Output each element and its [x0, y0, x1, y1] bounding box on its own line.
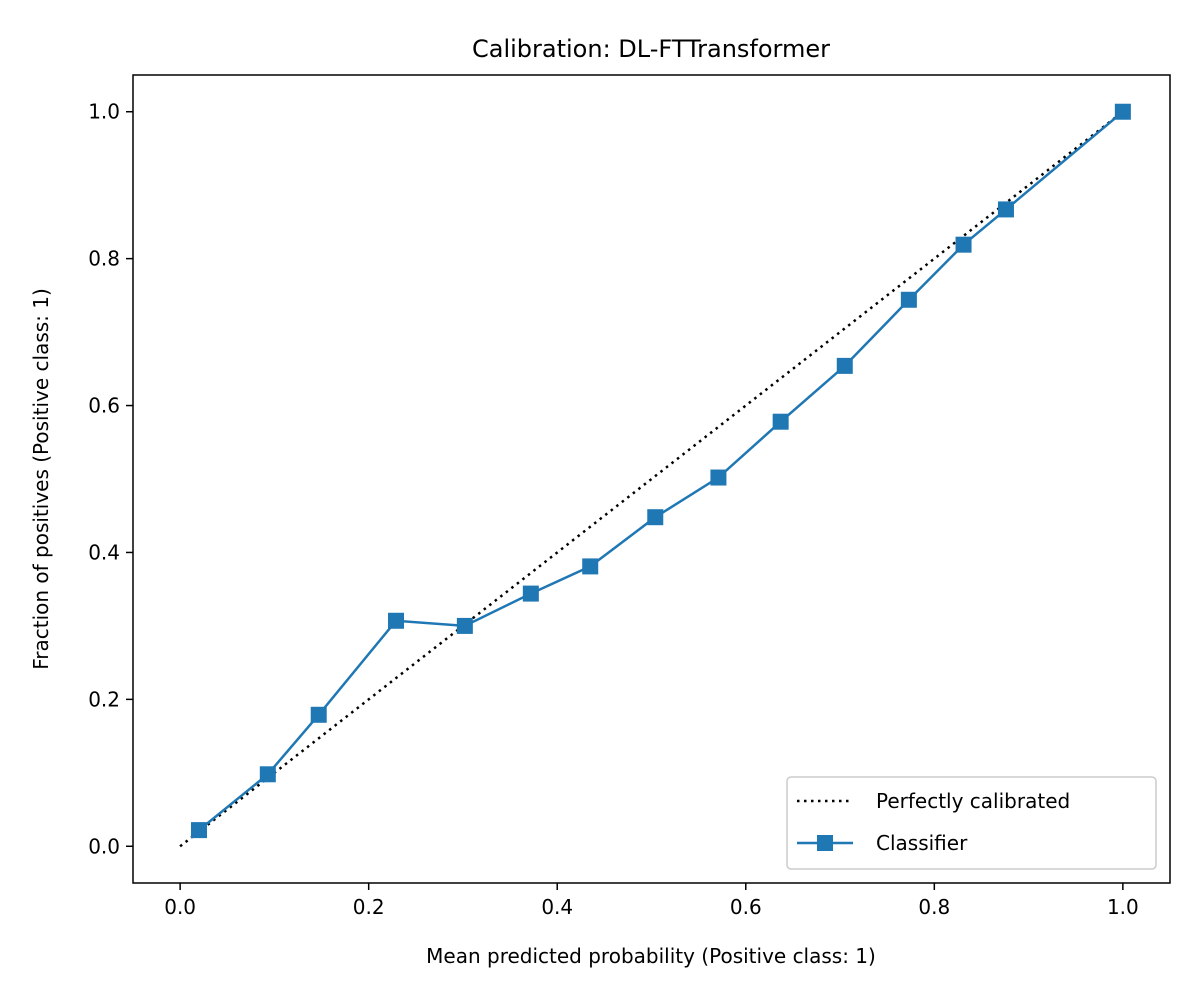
y-tick-label: 0.6: [88, 394, 120, 418]
y-tick-label: 0.2: [88, 687, 120, 711]
classifier-point: [456, 617, 473, 634]
x-tick-label: 1.0: [1107, 895, 1139, 919]
legend-entry-perfect: Perfectly calibrated: [876, 789, 1070, 813]
y-tick-label: 1.0: [88, 100, 120, 124]
classifier-point: [997, 201, 1014, 218]
legend: Perfectly calibrated Classifier: [786, 776, 1157, 870]
y-tick-label: 0.8: [88, 247, 120, 271]
classifier-point: [310, 706, 327, 723]
classifier-point: [647, 509, 664, 526]
y-tick-label: 0.4: [88, 540, 120, 564]
plot-area: [179, 103, 1131, 848]
classifier-point: [710, 469, 727, 486]
x-axis-label: Mean predicted probability (Positive cla…: [426, 944, 876, 968]
classifier-point: [772, 413, 789, 430]
classifier-point: [582, 558, 599, 575]
legend-classifier-marker-icon: [817, 835, 833, 851]
plot-frame: [132, 74, 1171, 884]
x-tick-label: 0.6: [730, 895, 762, 919]
x-tick-label: 0.4: [541, 895, 573, 919]
perfectly-calibrated-line: [179, 110, 1124, 848]
x-tick-label: 0.0: [164, 895, 196, 919]
classifier-point: [1114, 103, 1131, 120]
classifier-point: [900, 291, 917, 308]
x-tick-label: 0.8: [918, 895, 950, 919]
classifier-point: [522, 585, 539, 602]
legend-box: [786, 776, 1157, 870]
classifier-point: [259, 766, 276, 783]
classifier-point: [190, 822, 207, 839]
legend-entry-classifier: Classifier: [876, 831, 968, 855]
y-axis: 0.0 0.2 0.4 0.6 0.8 1.0: [88, 100, 133, 858]
x-tick-label: 0.2: [353, 895, 385, 919]
classifier-point: [836, 357, 853, 374]
y-axis-label: Fraction of positives (Positive class: 1…: [29, 288, 53, 670]
y-tick-label: 0.0: [88, 834, 120, 858]
classifier-point: [955, 236, 972, 253]
classifier-point: [388, 612, 405, 629]
chart-title: Calibration: DL-FTTransformer: [472, 35, 830, 63]
x-axis: 0.0 0.2 0.4 0.6 0.8 1.0: [164, 883, 1139, 919]
